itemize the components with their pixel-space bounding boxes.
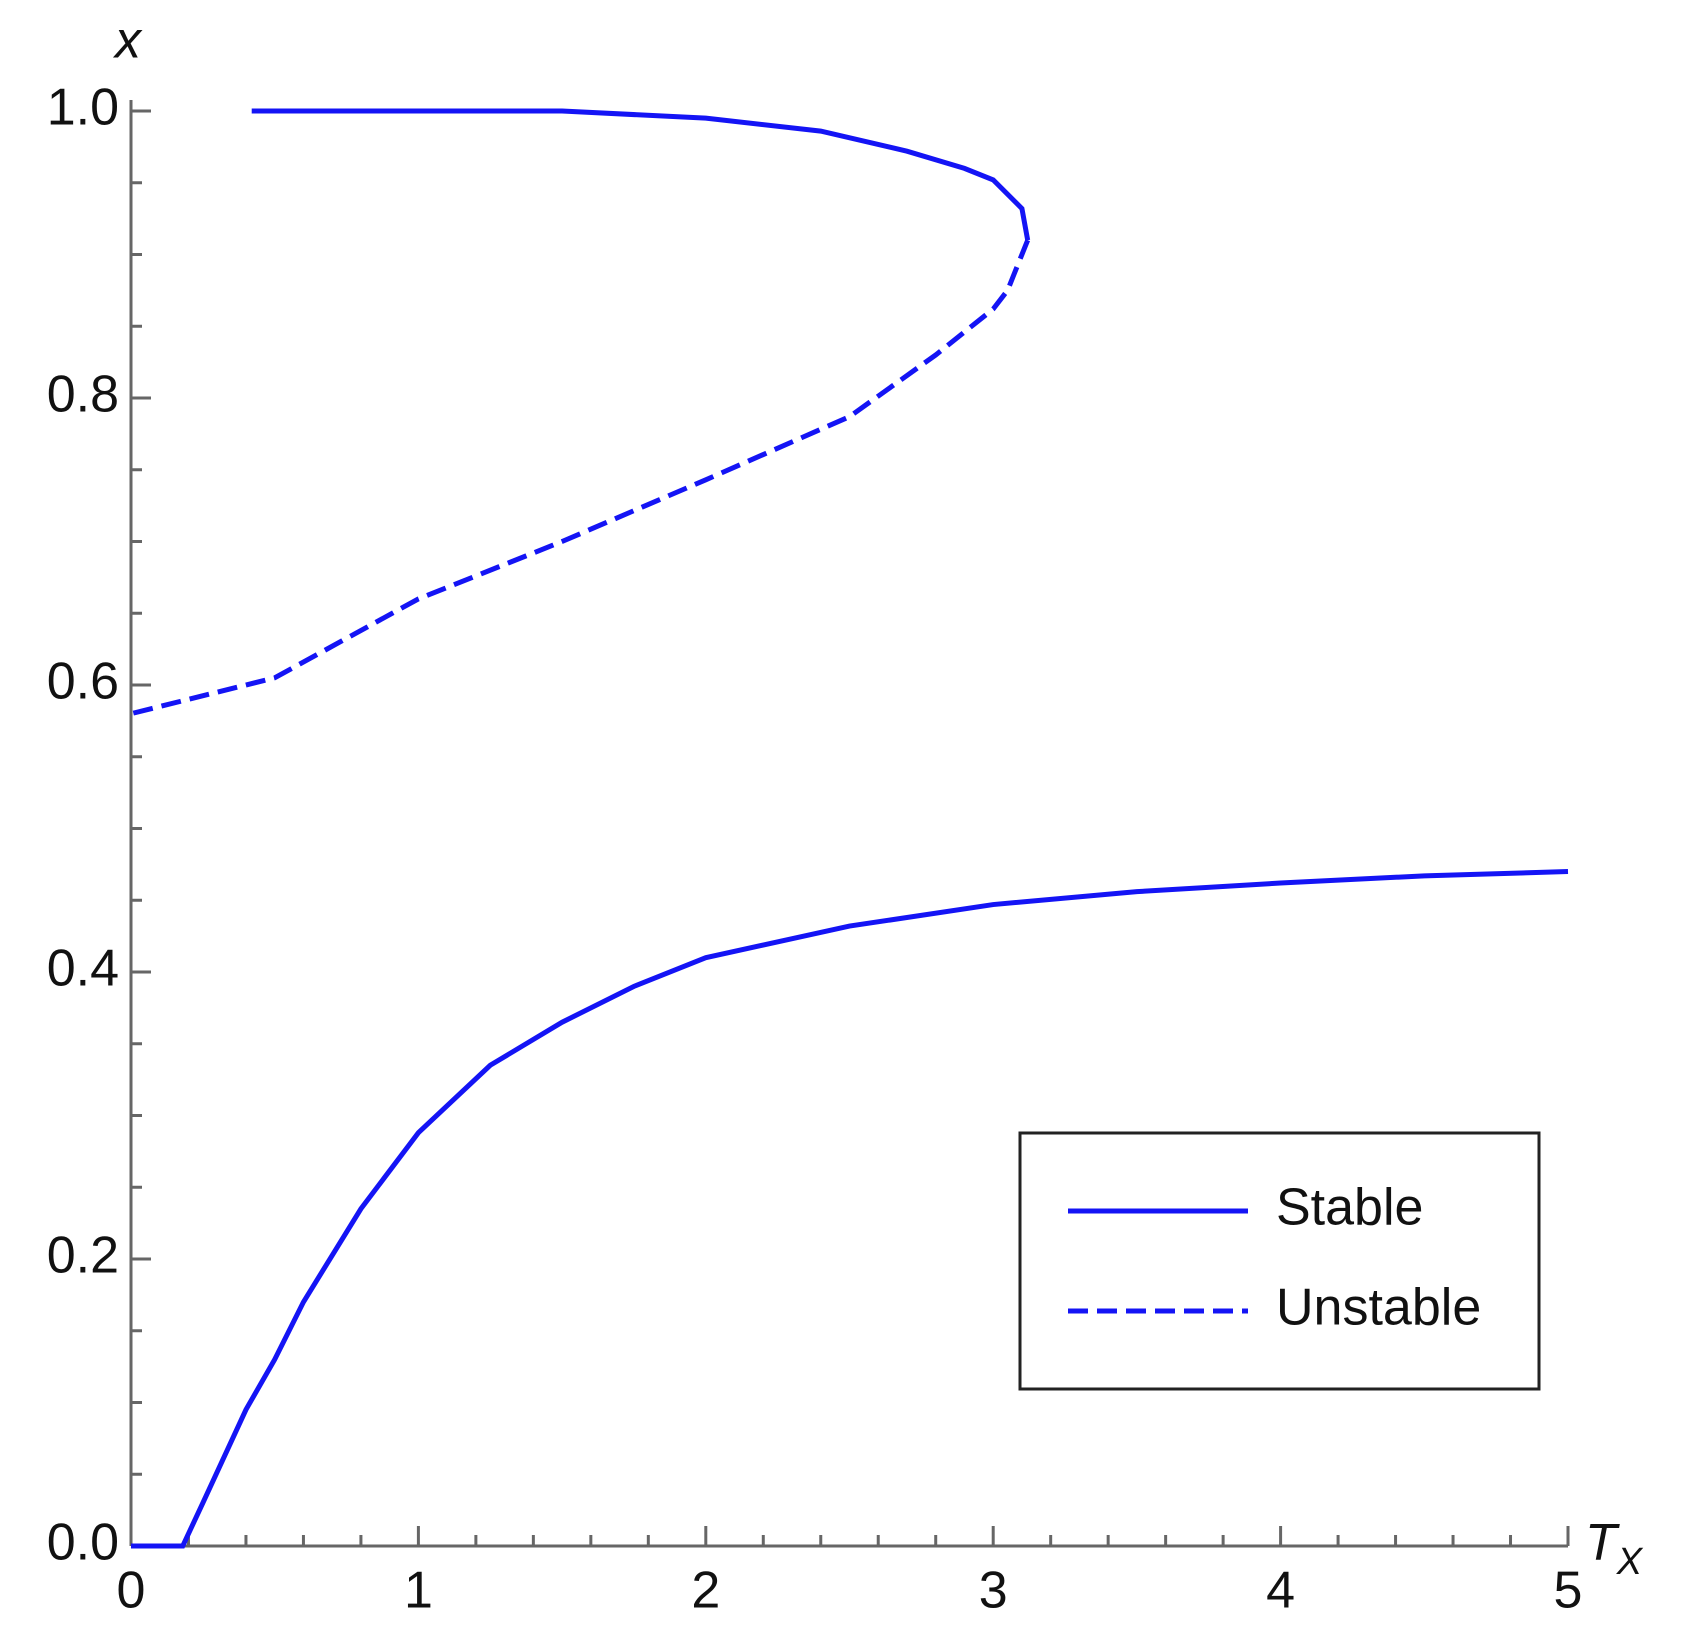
- y-axis-label: x: [112, 12, 143, 70]
- series-line: [130, 239, 1031, 717]
- y-tick-label: 0.4: [47, 940, 119, 998]
- y-tick-label: 0.2: [47, 1227, 119, 1285]
- legend-label: Unstable: [1276, 1279, 1481, 1337]
- y-tick-label: 0.8: [47, 366, 119, 424]
- x-tick-label: 3: [979, 1562, 1008, 1620]
- x-tick-label: 4: [1266, 1562, 1295, 1620]
- series-line: [131, 108, 1569, 1549]
- y-tick-label: 0.6: [47, 653, 119, 711]
- x-tick-label: 2: [691, 1562, 720, 1620]
- y-tick-label: 1.0: [47, 79, 119, 137]
- x-axis-label: TX: [1585, 1514, 1644, 1583]
- legend-box: [1018, 1131, 1541, 1391]
- y-tick-label: 0.0: [47, 1514, 119, 1572]
- legend-label: Stable: [1276, 1179, 1423, 1237]
- x-tick-label: 5: [1554, 1562, 1583, 1620]
- x-tick-label: 0: [117, 1562, 146, 1620]
- x-tick-label: 1: [404, 1562, 433, 1620]
